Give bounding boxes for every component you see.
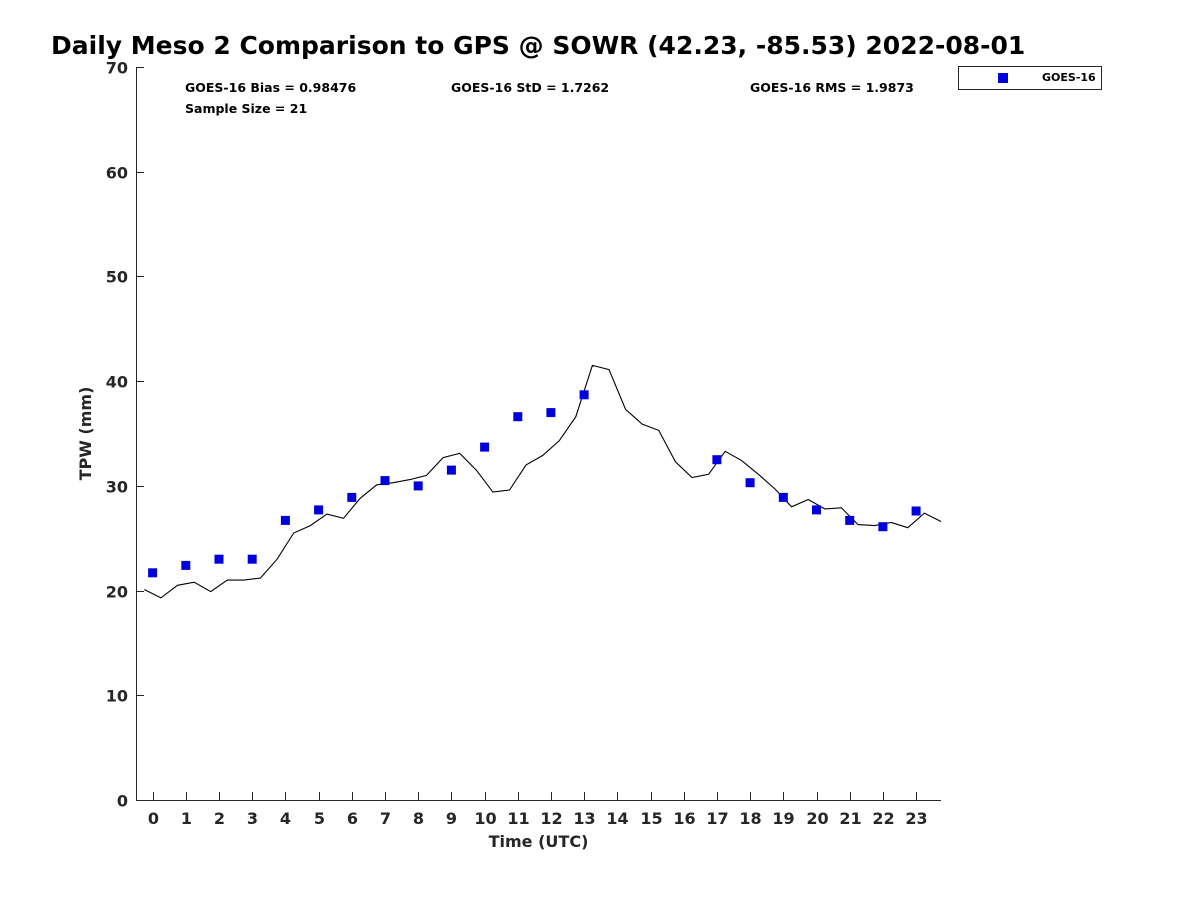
goes16-point: [480, 442, 490, 452]
x-tick-label: 2: [214, 809, 225, 828]
y-tick-label: 20: [106, 583, 128, 602]
x-tick-label: 23: [905, 809, 927, 828]
x-tick-label: 9: [446, 809, 457, 828]
x-tick-label: 12: [540, 809, 562, 828]
x-tick-label: 20: [806, 809, 828, 828]
y-tick-label: 60: [106, 164, 128, 183]
goes16-point: [878, 522, 888, 532]
goes16-point: [214, 554, 224, 564]
goes16-point: [712, 455, 722, 465]
x-tick-label: 4: [280, 809, 291, 828]
x-tick-label: 8: [413, 809, 424, 828]
y-tick-label: 40: [106, 373, 128, 392]
goes16-point: [181, 560, 191, 570]
goes16-point: [513, 412, 523, 422]
goes16-point: [314, 505, 324, 515]
goes16-point: [280, 515, 290, 525]
goes16-point: [247, 554, 257, 564]
goes16-point: [380, 476, 390, 486]
x-tick-label: 1: [181, 809, 192, 828]
x-tick-label: 21: [839, 809, 861, 828]
goes16-point: [546, 408, 556, 418]
x-tick-label: 16: [673, 809, 695, 828]
x-axis-ticks: 0 1 2 3 4 5 6 7 8 9 10 11 12 13 14 15 16 17 18 19 20 21 22 23: [148, 792, 928, 828]
goes16-point: [413, 481, 423, 491]
gps-tpw-line: [144, 364, 942, 599]
legend-label: GOES-16: [1042, 71, 1096, 84]
stat-rms: GOES-16 RMS = 1.9873: [750, 80, 914, 95]
x-tick-label: 0: [148, 809, 159, 828]
goes16-point: [812, 505, 821, 515]
stat-bias: GOES-16 Bias = 0.98476: [185, 80, 356, 95]
legend-marker: [998, 73, 1008, 83]
x-tick-label: 19: [772, 809, 794, 828]
x-axis-label: Time (UTC): [489, 832, 589, 851]
x-tick-label: 14: [606, 809, 628, 828]
y-tick-label: 10: [106, 687, 128, 706]
goes16-series: [148, 390, 921, 578]
x-tick-label: 10: [474, 809, 496, 828]
goes16-point: [446, 465, 456, 475]
goes16-point: [148, 568, 158, 578]
x-tick-label: 18: [739, 809, 761, 828]
goes16-point: [579, 390, 589, 400]
goes16-point: [745, 478, 755, 488]
x-tick-label: 7: [380, 809, 391, 828]
gps-series: [144, 364, 942, 599]
x-tick-label: 6: [347, 809, 358, 828]
y-axis-ticks: 0 10 20 30 40 50 60 70: [106, 59, 144, 811]
y-axis-label: TPW (mm): [76, 387, 95, 481]
chart-title: Daily Meso 2 Comparison to GPS @ SOWR (4…: [51, 31, 1025, 60]
y-tick-label: 50: [106, 268, 128, 287]
x-tick-label: 3: [247, 809, 258, 828]
x-tick-label: 15: [640, 809, 662, 828]
x-tick-label: 5: [314, 809, 325, 828]
goes16-point: [347, 492, 357, 502]
goes16-point: [911, 506, 921, 516]
y-tick-label: 70: [106, 59, 128, 78]
goes16-point: [845, 515, 855, 525]
x-tick-label: 11: [507, 809, 529, 828]
x-tick-label: 17: [706, 809, 728, 828]
stat-std: GOES-16 StD = 1.7262: [451, 80, 609, 95]
y-tick-label: 30: [106, 478, 128, 497]
goes16-point: [778, 492, 788, 502]
stat-sample-size: Sample Size = 21: [185, 101, 307, 116]
x-tick-label: 13: [573, 809, 595, 828]
legend: GOES-16: [958, 66, 1102, 90]
y-tick-label: 0: [117, 792, 128, 811]
legend-box: [958, 66, 1102, 90]
x-tick-label: 22: [872, 809, 894, 828]
